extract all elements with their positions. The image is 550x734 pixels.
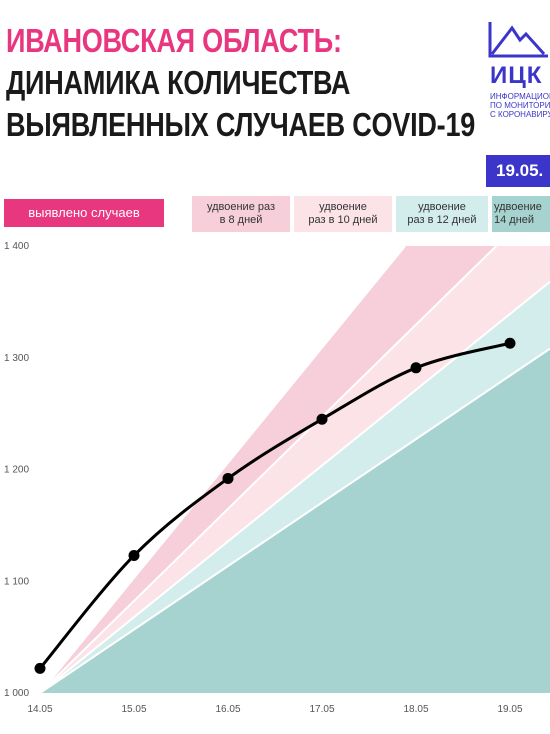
x-tick-label: 14.05 xyxy=(27,704,52,715)
data-point xyxy=(34,662,46,674)
doubling-line-14 xyxy=(39,347,550,694)
x-tick-label: 17.05 xyxy=(309,704,334,715)
doubling-line-12 xyxy=(39,280,550,694)
logo-subtitle-1: ИНФОРМАЦИОН xyxy=(490,92,550,101)
legend-doubling-12-line1: удвоение xyxy=(418,201,466,213)
legend-doubling-14-line2: 14 дней xyxy=(494,214,535,226)
data-point xyxy=(128,550,140,562)
legend-doubling-14: удвоение 14 дней xyxy=(492,196,550,232)
y-tick-label: 1 200 xyxy=(4,465,29,476)
legend-main: выявлено случаев xyxy=(4,199,164,227)
legend-doubling-8-line1: удвоение раз xyxy=(206,201,276,213)
x-tick-label: 18.05 xyxy=(403,704,428,715)
legend-doubling-12-line2: раз в 12 дней xyxy=(407,214,477,226)
legend-doubling-14-line1: удвоение xyxy=(494,201,542,213)
x-tick-label: 15.05 xyxy=(121,704,146,715)
y-tick-label: 1 400 xyxy=(4,241,29,252)
data-point xyxy=(222,472,234,484)
x-tick-label: 16.05 xyxy=(215,704,240,715)
legend-doubling-8: удвоение раз в 8 дней xyxy=(192,196,290,232)
logo-subtitle-2: ПО МОНИТОРИН xyxy=(490,101,550,110)
data-point xyxy=(410,362,422,374)
y-tick-label: 1 000 xyxy=(4,688,29,699)
x-tick-label: 19.05 xyxy=(497,704,522,715)
y-tick-label: 1 100 xyxy=(4,576,29,587)
legend-doubling-12: удвоение раз в 12 дней xyxy=(396,196,488,232)
y-tick-label: 1 300 xyxy=(4,353,29,364)
logo-mountain-icon xyxy=(488,22,548,58)
doubling-band-10 xyxy=(40,246,550,693)
legend-doubling-10-line1: удвоение xyxy=(319,201,367,213)
legend-doubling-10: удвоение раз в 10 дней xyxy=(294,196,392,232)
date-badge: 19.05. xyxy=(486,155,550,187)
legend-doubling-10-line2: раз в 10 дней xyxy=(308,214,378,226)
logo-subtitle-3: С КОРОНАВИРУ xyxy=(490,110,550,119)
doubling-line-10 xyxy=(39,245,498,694)
logo-abbr: ИЦК xyxy=(490,62,543,89)
doubling-line-8 xyxy=(39,245,406,694)
legend-doubling-8-line2: в 8 дней xyxy=(219,214,263,226)
title-line-3: ВЫЯВЛЕННЫХ СЛУЧАЕВ COVID-19 xyxy=(6,106,476,143)
data-point xyxy=(316,413,328,425)
data-point xyxy=(504,337,516,349)
title-line-2: ДИНАМИКА КОЛИЧЕСТВА xyxy=(6,64,351,101)
title-line-1: ИВАНОВСКАЯ ОБЛАСТЬ: xyxy=(6,22,342,59)
